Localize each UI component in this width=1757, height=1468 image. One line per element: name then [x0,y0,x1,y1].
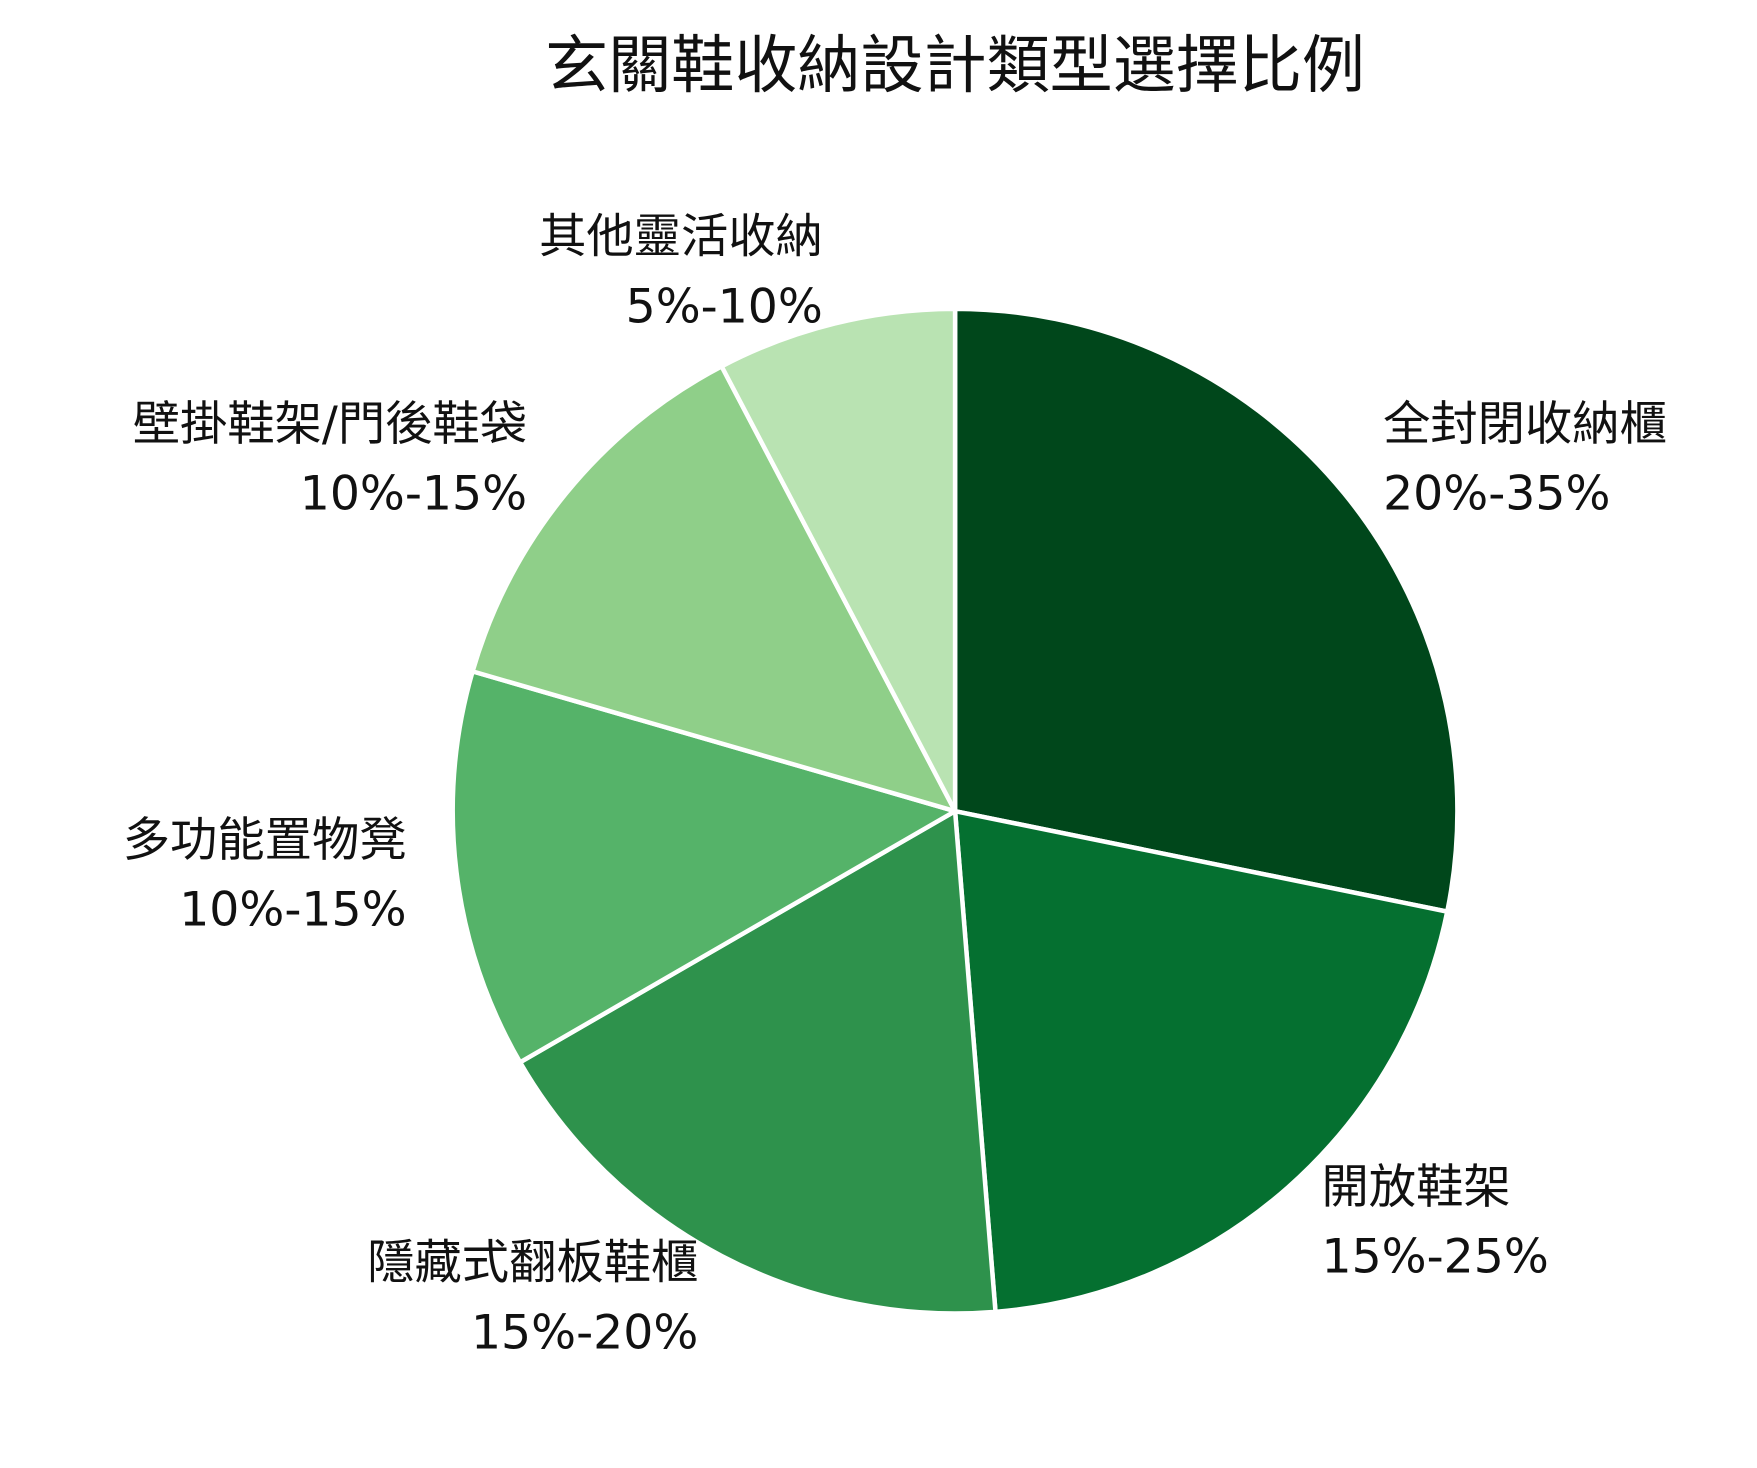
slice-label: 隱藏式翻板鞋櫃 [367,1235,698,1290]
slice-value-label: 15%-20% [471,1305,698,1360]
pie-slice [952,306,1460,914]
slice-value-label: 5%-10% [626,280,823,335]
slice-label: 壁掛鞋架/門後鞋袋 [133,397,527,452]
slice-value-label: 10%-15% [179,883,406,938]
pie-slice [952,808,1450,1315]
pie-slice [719,306,958,814]
slice-label: 開放鞋架 [1321,1160,1510,1215]
slice-label: 全封閉收納櫃 [1383,397,1667,452]
slice-value-label: 10%-15% [300,467,527,522]
slice-label: 其他靈活收納 [539,210,823,265]
slice-label: 多功能置物凳 [123,813,407,868]
chart-title: 玄關鞋收納設計類型選擇比例 [545,28,1365,102]
pie-slice [470,364,958,814]
slice-value-label: 20%-35% [1383,467,1610,522]
slice-value-label: 15%-25% [1321,1230,1548,1285]
pie-slice [517,808,998,1316]
pie-slice [450,669,958,1065]
